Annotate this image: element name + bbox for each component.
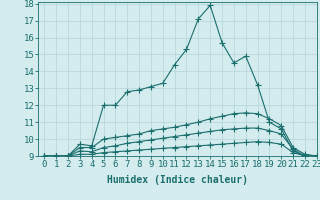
X-axis label: Humidex (Indice chaleur): Humidex (Indice chaleur) — [107, 175, 248, 185]
